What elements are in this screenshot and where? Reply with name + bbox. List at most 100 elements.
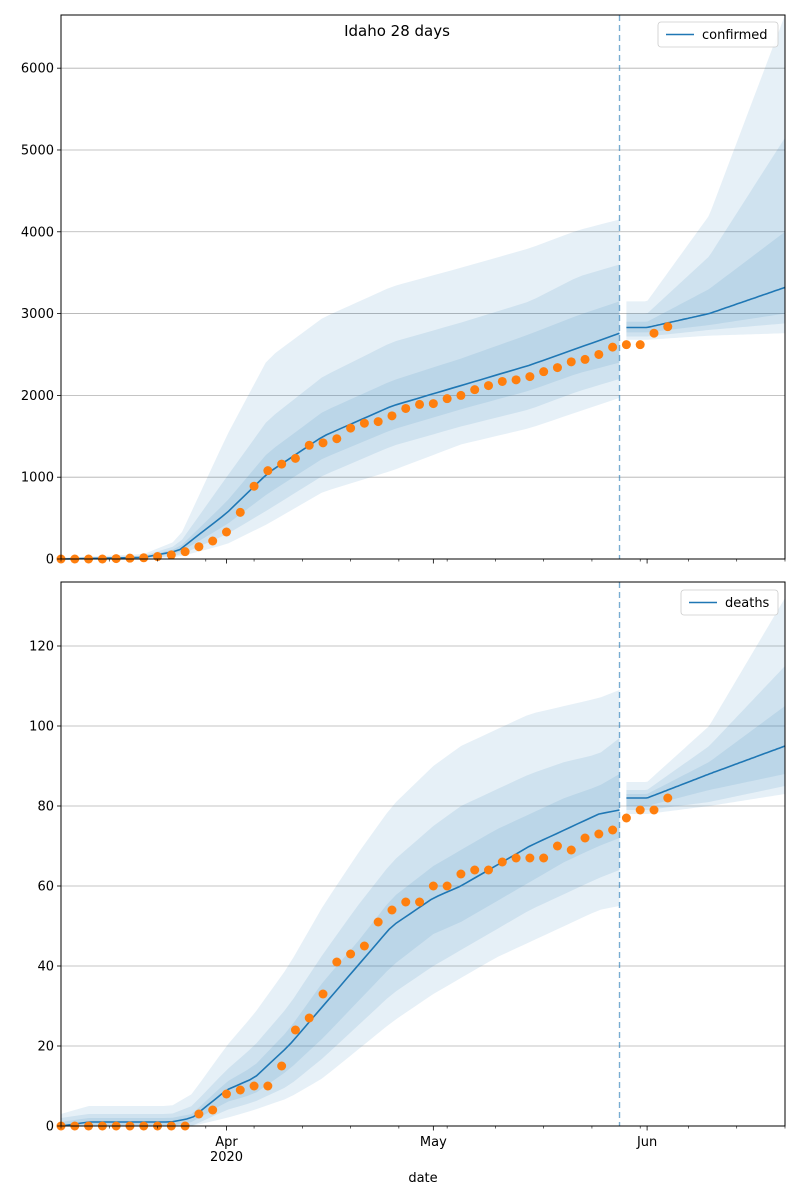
y-tick-label: 0 — [46, 553, 54, 568]
y-tick-label: 20 — [37, 1040, 54, 1055]
panel-confirmed: 0 1000 2000 3000 4000 5000 6000 confirmed — [21, 14, 786, 568]
observed-point — [346, 423, 356, 433]
observed-point — [608, 825, 618, 835]
observed-point — [359, 941, 369, 951]
observed-point — [332, 434, 342, 444]
y-tick-label: 4000 — [21, 225, 54, 240]
observed-point — [525, 853, 535, 863]
observed-point — [484, 381, 494, 391]
y-tick-label: 2000 — [21, 389, 54, 404]
observed-point — [235, 1085, 245, 1095]
observed-point — [318, 438, 328, 448]
observed-point — [552, 363, 562, 373]
plot-frame — [60, 14, 786, 560]
legend-label: deaths — [725, 596, 770, 611]
observed-point — [442, 394, 452, 404]
observed-point — [277, 1061, 287, 1071]
plot-frame — [60, 581, 786, 1127]
legend: confirmed — [657, 21, 779, 48]
observed-point — [332, 957, 342, 967]
observed-point — [635, 805, 645, 815]
observed-point — [484, 865, 494, 875]
model-line — [60, 809, 620, 1127]
observed-point — [539, 367, 549, 377]
uncertainty-band — [626, 706, 785, 806]
observed-point — [649, 328, 659, 338]
observed-point — [663, 322, 673, 332]
observed-point — [470, 385, 480, 395]
observed-point — [456, 869, 466, 879]
observed-point — [359, 418, 369, 428]
observed-point — [566, 845, 576, 855]
observed-point — [401, 897, 411, 907]
uncertainty-band — [626, 137, 785, 337]
x-tick-label: Apr — [215, 1135, 238, 1150]
observed-point — [594, 829, 604, 839]
observed-point — [387, 905, 397, 915]
x-tick-label: Jun — [636, 1135, 657, 1150]
observed-point — [497, 857, 507, 867]
observed-point — [580, 354, 590, 364]
observed-point — [539, 853, 549, 863]
y-tick-label: 80 — [37, 800, 54, 815]
observed-point — [415, 399, 425, 409]
observed-point — [428, 399, 438, 409]
observed-point — [208, 1105, 218, 1115]
y-tick-label: 60 — [37, 880, 54, 895]
y-tick-label: 5000 — [21, 143, 54, 158]
observed-point — [263, 466, 273, 476]
uncertainty-band — [61, 774, 620, 1126]
uncertainty-band — [61, 219, 620, 559]
uncertainty-band — [61, 264, 620, 559]
observed-point — [525, 372, 535, 382]
observed-point — [649, 805, 659, 815]
observed-point — [249, 481, 259, 491]
observed-point — [373, 917, 383, 927]
observed-point — [290, 1025, 300, 1035]
observed-point — [428, 881, 438, 891]
observed-point — [263, 1081, 273, 1091]
observed-point — [456, 390, 466, 400]
observed-point — [594, 349, 604, 359]
observed-point — [166, 550, 176, 560]
observed-point — [566, 357, 576, 367]
y-tick-label: 100 — [29, 720, 54, 735]
observed-point — [318, 989, 328, 999]
y-tick-label: 120 — [29, 640, 54, 655]
uncertainty-band — [626, 15, 785, 340]
uncertainty-band — [61, 738, 620, 1126]
observed-point — [497, 376, 507, 386]
y-tick-label: 6000 — [21, 62, 54, 77]
observed-point — [194, 542, 204, 552]
observed-point — [194, 1109, 204, 1119]
observed-point — [511, 853, 521, 863]
uncertainty-band — [61, 690, 620, 1126]
y-tick-label: 0 — [46, 1120, 54, 1135]
observed-point — [139, 553, 149, 563]
legend-box — [657, 21, 779, 48]
observed-point — [221, 527, 231, 537]
observed-point — [442, 881, 452, 891]
observed-point — [373, 417, 383, 427]
observed-point — [180, 547, 190, 557]
uncertainty-band — [626, 666, 785, 810]
observed-point — [346, 949, 356, 959]
observed-point — [401, 403, 411, 413]
observed-point — [608, 342, 618, 352]
legend: deaths — [680, 589, 779, 616]
observed-point — [125, 553, 135, 563]
observed-point — [304, 1013, 314, 1023]
observed-point — [277, 459, 287, 469]
observed-point — [552, 841, 562, 851]
observed-point — [249, 1081, 259, 1091]
observed-point — [208, 536, 218, 546]
y-tick-label: 1000 — [21, 471, 54, 486]
x-tick-year-label: 2020 — [210, 1150, 243, 1165]
chart-title: Idaho 28 days — [344, 22, 450, 40]
model-line — [626, 286, 786, 329]
observed-point — [235, 507, 245, 517]
model-line — [626, 745, 786, 799]
